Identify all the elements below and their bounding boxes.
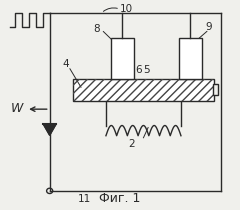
Text: 10: 10 [120, 4, 133, 14]
Text: 6: 6 [135, 66, 142, 75]
Text: 8: 8 [93, 25, 100, 34]
Bar [213, 84, 218, 95]
Text: 11: 11 [78, 194, 91, 204]
Text: W: W [11, 102, 23, 115]
Text: 2: 2 [128, 139, 135, 149]
Bar [73, 79, 214, 101]
Text: 4: 4 [63, 59, 69, 69]
Text: 9: 9 [206, 22, 212, 32]
Bar [73, 79, 214, 101]
Polygon shape [43, 124, 56, 135]
Bar [111, 38, 134, 79]
Text: Фиг. 1: Фиг. 1 [99, 192, 141, 205]
Bar [179, 38, 202, 79]
Text: 5: 5 [144, 66, 150, 75]
